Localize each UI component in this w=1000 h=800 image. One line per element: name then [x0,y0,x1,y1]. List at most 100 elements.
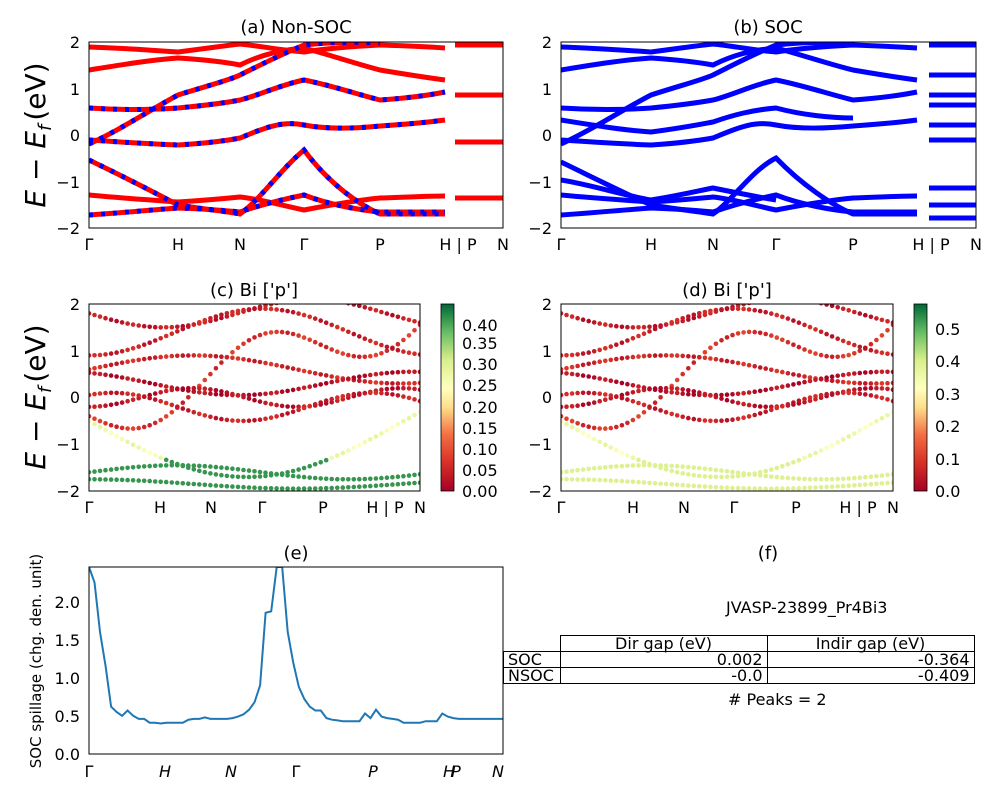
projection-dot [730,417,735,423]
projection-dot [652,481,658,486]
projection-dot [890,387,893,392]
projection-dot [697,354,702,360]
projection-dot [290,473,296,479]
xtick-label: P [848,235,858,254]
panel-c-colorbar-ticks: 0.00 0.05 0.10 0.15 0.20 0.25 0.30 0.35 … [462,316,498,501]
projection-dot [879,317,885,323]
projection-dot [569,391,575,396]
xtick-label: Γ [85,498,94,517]
panel-b-yticks: 2 1 0 −1 −2 [528,33,552,238]
projection-dot [401,381,406,386]
projection-dot [191,385,197,391]
projection-dot [597,347,602,353]
projection-dot [890,352,893,357]
projection-dot [346,392,351,398]
projection-dot [868,369,874,375]
projection-dot [274,414,279,419]
projection-dot [235,345,241,351]
projection-dot [417,472,420,477]
projection-dot [323,476,329,482]
projection-dot [591,425,597,431]
projection-dot [569,314,575,319]
projection-dot [158,336,163,341]
projection-dot [752,364,757,369]
projection-dot [412,351,417,357]
projection-dot [362,484,368,489]
projection-dot [652,353,658,358]
projection-dot [757,411,763,416]
projection-dot [175,404,180,410]
projection-dot [564,404,569,410]
projection-dot [780,314,785,320]
projection-dot [279,412,285,418]
projection-dot [103,363,108,369]
projection-dot [285,404,290,409]
projection-dot [379,387,384,393]
projection-dot [730,485,735,491]
projection-dot [575,363,580,369]
projection-dot [879,350,885,356]
projection-dot [863,312,868,318]
projection-dot [763,409,768,415]
xtick-label: H [159,762,171,781]
projection-dot [686,366,691,371]
projection-dot [252,485,257,491]
projection-dot [384,344,390,350]
projection-dot [686,388,691,393]
projection-dot [680,391,685,397]
projection-dot [746,329,752,335]
projection-dot [603,442,608,448]
projection-dot [636,388,641,394]
projection-dot [97,371,103,377]
projection-dot [357,442,362,448]
projection-dot [268,390,274,396]
colorbar-tick: 0.2 [935,417,960,436]
projection-dot [857,380,863,386]
projection-dot [818,448,824,453]
projection-dot [580,402,586,408]
projection-dot [791,297,796,302]
projection-dot [746,362,752,368]
projection-dot [647,480,652,486]
projection-dot [874,337,879,343]
projection-dot [603,397,608,403]
panel-a-frame [88,41,504,229]
projection-dot [564,391,569,397]
projection-dot [796,381,802,386]
projection-dot [379,475,384,481]
band-line [89,77,446,112]
projection-dot [285,330,290,336]
projection-dot [213,391,219,397]
projection-dot [97,418,103,424]
projection-dot [719,474,724,480]
projection-dot [390,425,395,430]
projection-dot [597,439,602,445]
projection-dot [813,485,818,490]
projection-dot [746,390,752,395]
projection-dot [158,325,163,330]
projection-dot [735,416,741,422]
projection-dot [852,309,857,315]
projection-dot [636,463,641,468]
projection-dot [406,395,412,401]
projection-dot [202,413,208,418]
projection-dot [630,399,636,404]
projection-dot [846,380,851,385]
projection-dot [175,386,180,391]
projection-dot [840,379,846,385]
projection-dot [890,480,893,485]
projection-dot [686,314,691,319]
projection-dot [163,384,169,389]
projection-dot [708,418,713,424]
projection-dot [324,298,329,303]
projection-dot [252,397,257,403]
projection-dot [852,387,857,393]
projection-dot [619,356,625,361]
projection-dot [835,379,840,384]
projection-dot [691,483,697,489]
ytick-label: 2 [70,295,80,314]
projection-dot [835,305,840,310]
projection-dot [785,383,791,388]
projection-dot [569,468,575,474]
projection-dot [636,333,641,339]
